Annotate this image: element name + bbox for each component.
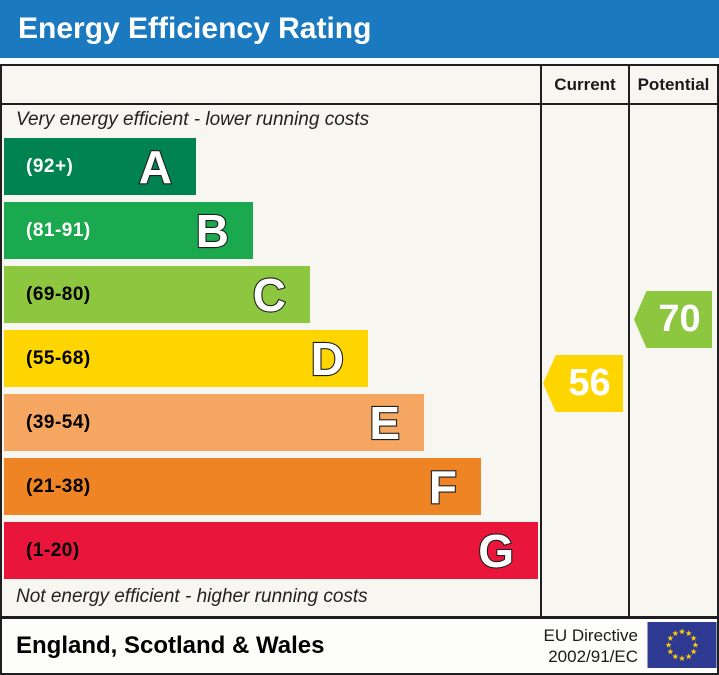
current-rating-value: 56: [568, 362, 611, 404]
band-b: (81-91) B: [4, 202, 253, 259]
header-divider: [2, 103, 717, 105]
band-e: (39-54) E: [4, 394, 424, 451]
band-range-label: (21-38): [26, 475, 91, 497]
band-letter: A: [138, 140, 173, 193]
band-letter: E: [368, 396, 401, 449]
band-range-label: (55-68): [26, 347, 91, 369]
rating-table: Current Potential Very energy efficient …: [0, 64, 719, 618]
band-letter: B: [195, 204, 230, 257]
band-c: (69-80) C: [4, 266, 310, 323]
band-g: (1-20) G: [4, 522, 538, 579]
potential-rating-arrow: 70: [634, 291, 712, 348]
column-divider: [540, 66, 542, 616]
band-range-label: (1-20): [26, 539, 80, 561]
current-column-header: Current: [554, 75, 616, 94]
potential-column-header: Potential: [637, 75, 710, 94]
band-range-label: (81-91): [26, 219, 91, 241]
eu-directive-line2: 2002/91/EC: [548, 647, 638, 666]
band-d: (55-68) D: [4, 330, 368, 387]
band-a: (92+) A: [4, 138, 196, 195]
bottom-caption: Not energy efficient - higher running co…: [16, 586, 368, 607]
band-letter: G: [477, 524, 515, 577]
region-label: England, Scotland & Wales: [16, 632, 325, 659]
band-letter: C: [252, 268, 287, 321]
band-range-label: (92+): [26, 155, 74, 177]
current-rating-arrow: 56: [543, 355, 623, 412]
eu-flag-icon: [647, 622, 717, 668]
band-letter: F: [428, 460, 458, 513]
page-title: Energy Efficiency Rating: [0, 0, 719, 58]
potential-rating-value: 70: [658, 298, 701, 340]
top-caption: Very energy efficient - lower running co…: [16, 109, 370, 130]
band-range-label: (39-54): [26, 411, 91, 433]
eu-directive-line1: EU Directive: [543, 625, 638, 645]
band-letter: D: [310, 332, 345, 385]
column-divider: [628, 66, 630, 616]
footer: England, Scotland & Wales EU Directive 2…: [0, 617, 719, 675]
band-range-label: (69-80): [26, 283, 91, 305]
eu-directive-label: EU Directive 2002/91/EC: [544, 619, 638, 673]
band-f: (21-38) F: [4, 458, 481, 515]
